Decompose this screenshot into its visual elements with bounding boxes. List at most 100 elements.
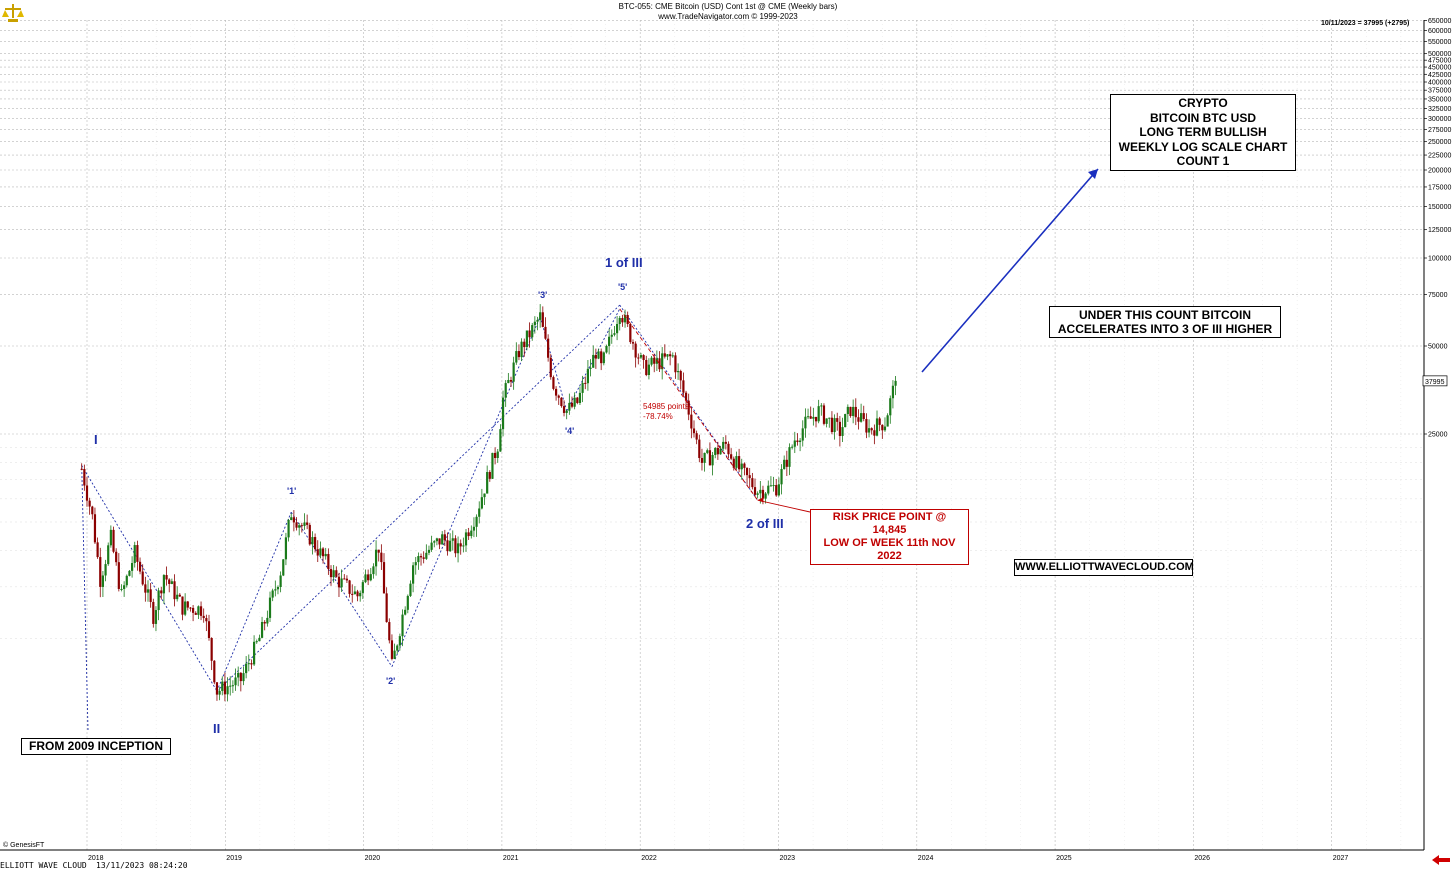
candle-body [669, 354, 672, 357]
candle-body [700, 457, 704, 463]
candle [385, 587, 388, 623]
candle [661, 347, 664, 380]
candle [565, 409, 568, 420]
candle-body [496, 451, 499, 458]
x-tick-label: 2026 [1194, 855, 1210, 862]
candle [369, 567, 372, 582]
candle [732, 456, 735, 471]
candle [531, 322, 534, 341]
candle-body [525, 330, 529, 348]
candle-body [154, 610, 158, 624]
candle-body [610, 334, 613, 337]
x-tick-label: 2023 [780, 855, 796, 862]
candle [745, 467, 749, 485]
candle-body [491, 452, 494, 479]
candle-body [613, 333, 616, 335]
candle-body [849, 406, 852, 416]
candle-body [146, 589, 150, 593]
risk-box-line: LOW OF WEEK 11th NOV 2022 [823, 537, 956, 562]
candle-body [117, 562, 120, 589]
candle [478, 501, 481, 524]
wave-label-2: '2' [386, 676, 396, 686]
candle-body [308, 524, 311, 545]
candle-body [186, 601, 189, 608]
candle [557, 394, 560, 405]
candle [589, 359, 592, 377]
y-tick-label: 125000 [1428, 227, 1451, 234]
candle-body [589, 367, 592, 369]
candle-body [464, 532, 468, 546]
candle-body [353, 591, 356, 595]
note-box-line: UNDER THIS COUNT BITCOIN [1079, 308, 1251, 322]
candle [109, 525, 112, 548]
candle-body [141, 571, 144, 585]
candle-body [173, 581, 176, 600]
title-box-line: CRYPTO [1178, 96, 1228, 110]
candle [271, 588, 274, 602]
candle [600, 348, 603, 371]
candle [268, 591, 272, 622]
candle-body [703, 452, 706, 463]
candle-body [441, 534, 444, 545]
candle-body [382, 562, 386, 594]
candle-body [194, 612, 197, 615]
candle [610, 329, 613, 344]
candle [99, 547, 102, 598]
candle [112, 526, 115, 554]
candle [642, 354, 645, 369]
candle-body [427, 549, 431, 553]
candle-body [393, 650, 396, 659]
title-box-line: WEEKLY LOG SCALE CHART [1118, 139, 1288, 154]
y-tick-label: 550000 [1428, 39, 1451, 46]
x-tick-label: 2019 [226, 855, 242, 862]
candle-body [385, 593, 388, 623]
candle-body [343, 578, 346, 580]
candle [650, 356, 653, 367]
candle [891, 380, 895, 409]
candle-body [822, 405, 826, 424]
candle [724, 435, 727, 450]
candle-body [801, 428, 804, 441]
candle [93, 507, 97, 544]
candle [197, 605, 200, 620]
candle-body [480, 497, 483, 509]
candle [499, 424, 502, 452]
candle [682, 372, 685, 397]
candle [462, 537, 465, 553]
candle-body [430, 542, 433, 550]
candle-body [234, 677, 237, 686]
candle [215, 682, 219, 701]
candle-body [501, 397, 505, 430]
candle-body [698, 439, 701, 458]
candle [449, 533, 452, 553]
candle [687, 393, 690, 421]
data-source-label: © GenesisFT [3, 842, 45, 849]
candle-body [714, 447, 717, 455]
candle-body [459, 543, 462, 547]
candle [149, 582, 152, 608]
candle [857, 409, 860, 430]
candle [772, 476, 775, 492]
scroll-left-button[interactable] [1432, 852, 1450, 865]
candle [367, 569, 370, 586]
candle [117, 553, 120, 592]
note-box: UNDER THIS COUNT BITCOIN ACCELERATES INT… [1049, 306, 1281, 338]
candle-body [274, 589, 277, 591]
candle [629, 322, 632, 344]
candle-body [565, 410, 568, 413]
candle-body [475, 516, 478, 527]
candle [359, 590, 362, 602]
candle-body [735, 456, 738, 468]
candle-body [91, 506, 94, 515]
candle-body [335, 570, 338, 577]
candle-body [388, 622, 391, 641]
candle [83, 464, 86, 491]
candle-body [671, 355, 674, 357]
candle [186, 600, 189, 611]
wave-segment [539, 316, 568, 411]
candle [401, 609, 404, 647]
candle [295, 517, 298, 531]
y-tick-label: 150000 [1428, 204, 1451, 211]
candle-body [138, 561, 142, 572]
